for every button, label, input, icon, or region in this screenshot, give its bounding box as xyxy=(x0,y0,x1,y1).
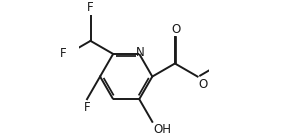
Text: OH: OH xyxy=(153,123,171,136)
Text: F: F xyxy=(84,101,90,114)
Text: N: N xyxy=(135,46,144,59)
Text: F: F xyxy=(87,1,94,14)
Text: O: O xyxy=(198,78,207,91)
Text: F: F xyxy=(60,47,67,60)
Text: O: O xyxy=(171,23,180,36)
